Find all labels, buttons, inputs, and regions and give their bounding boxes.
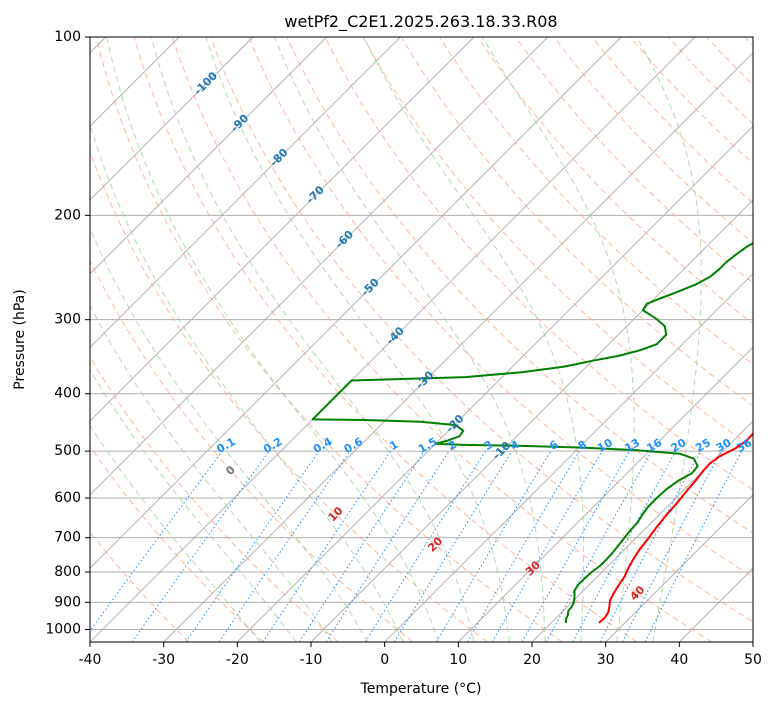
mixing-ratio-line — [572, 450, 677, 642]
isotherm-line — [457, 346, 753, 642]
isotherm-line — [90, 37, 549, 496]
moist-adiabat-line — [90, 424, 261, 642]
mixing-ratio-line — [185, 450, 320, 642]
temperature-line — [598, 432, 753, 624]
x-tick-label: 0 — [380, 652, 389, 668]
dry-adiabat-line — [171, 37, 712, 642]
mixing-ratio-line — [218, 450, 351, 642]
isotherm-line — [90, 37, 254, 201]
chart-title: wetPf2_C2E1.2025.263.18.33.R08 — [284, 12, 557, 32]
dry-adiabat-line — [90, 445, 264, 642]
isotherm-line — [384, 273, 753, 642]
y-axis-label: Pressure (hPa) — [12, 289, 28, 389]
mixing-ratio-line — [467, 450, 580, 642]
dry-adiabat-line — [362, 37, 753, 449]
moist-adiabat-line — [150, 37, 475, 642]
mixing-ratio-line — [521, 450, 630, 642]
mixing-ratio-line — [393, 450, 513, 642]
mixing-ratio-line — [131, 450, 270, 642]
mixing-ratio-line — [491, 450, 603, 642]
isotherm-line — [90, 37, 401, 348]
moist-adiabat-line — [481, 37, 635, 642]
isotherm-line — [90, 37, 328, 275]
isotherm-line — [236, 125, 753, 642]
moist-adiabat-line — [90, 368, 297, 642]
profile-lines — [311, 242, 753, 624]
dry-adiabat-line — [248, 37, 753, 578]
isotherm-line — [531, 420, 753, 642]
moist-adiabat-line — [90, 123, 404, 642]
x-tick-label: -40 — [79, 652, 102, 668]
mixing-ratio-line — [435, 450, 552, 642]
mixing-ratio-line — [90, 450, 223, 632]
plot-frame — [89, 36, 754, 643]
y-tick-label: 400 — [54, 386, 81, 402]
dry-adiabat-line — [210, 37, 753, 623]
x-axis-label: Temperature (°C) — [360, 681, 482, 697]
x-tick-label: 10 — [449, 652, 467, 668]
y-tick-label: 600 — [54, 490, 81, 506]
dry-adiabat-line — [90, 259, 414, 642]
dry-adiabat-line — [95, 37, 563, 642]
dry-adiabat-line — [591, 37, 753, 204]
moist-adiabat-line — [205, 37, 510, 642]
mixing-ratio-label: 36 — [734, 436, 754, 455]
background-lines — [90, 37, 753, 642]
x-tick-label: -10 — [300, 652, 323, 668]
y-tick-label: 300 — [54, 312, 81, 328]
isotherm-line — [90, 37, 622, 569]
dry-adiabat-line — [133, 37, 638, 642]
y-tick-label: 1000 — [45, 621, 81, 637]
x-tick-label: 20 — [523, 652, 541, 668]
dry-adiabat-line — [324, 37, 753, 491]
axis-ticks: -40 -30 -20 -10 0 10 20 30 40 50 100 200 300 400 500 60… — [45, 29, 762, 668]
moist-adiabat-line — [106, 37, 439, 642]
x-tick-label: 40 — [670, 652, 688, 668]
y-tick-label: 700 — [54, 530, 81, 546]
moist-adiabat-line — [274, 37, 546, 642]
x-tick-label: -20 — [226, 652, 249, 668]
dry-adiabat-line — [400, 37, 753, 407]
moist-adiabat-line — [90, 226, 369, 642]
isotherm-line — [163, 52, 753, 642]
dry-adiabat-line — [515, 37, 753, 284]
isotherm-line — [605, 494, 753, 642]
y-tick-label: 100 — [54, 29, 81, 45]
x-tick-label: 50 — [744, 652, 762, 668]
dry-adiabat-line — [629, 37, 753, 165]
y-tick-label: 800 — [54, 564, 81, 580]
mixing-ratio-line — [364, 450, 486, 642]
x-tick-label: -30 — [152, 652, 175, 668]
mixing-ratio-line — [325, 450, 450, 642]
isotherm-line — [90, 37, 696, 642]
moist-adiabat-line — [363, 37, 585, 642]
moist-adiabat-line — [90, 304, 333, 642]
isotherm-line — [90, 37, 475, 422]
dewpoint-line — [311, 242, 753, 623]
dry-adiabat-line — [477, 37, 753, 325]
mixing-ratio-line — [545, 450, 653, 642]
y-tick-label: 900 — [54, 594, 81, 610]
y-tick-label: 500 — [54, 443, 81, 459]
x-tick-label: 30 — [597, 652, 615, 668]
y-tick-label: 200 — [54, 207, 81, 223]
